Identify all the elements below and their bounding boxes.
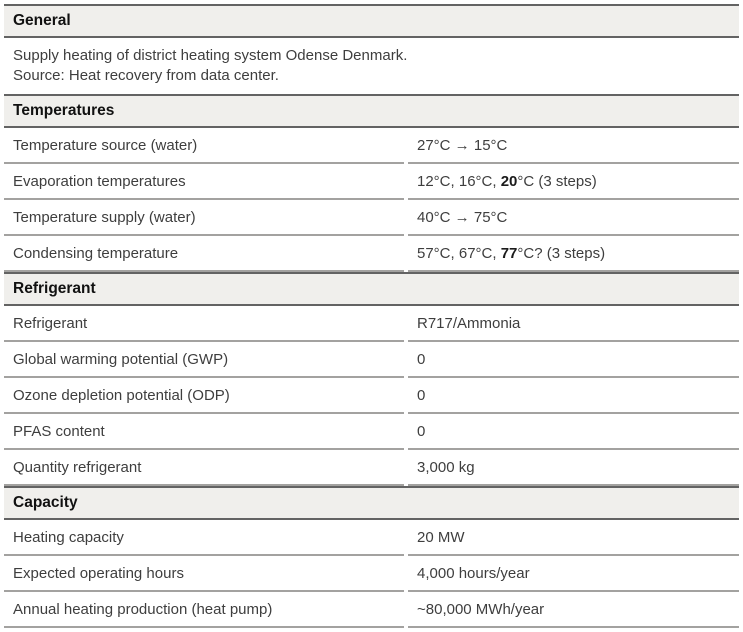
row-label: PFAS content (4, 414, 404, 450)
row-value: 57°C, 67°C, 77°C? (3 steps) (408, 236, 739, 272)
row-value: 0 (408, 342, 739, 378)
row-value: 0 (408, 414, 739, 450)
section-header-temperatures: Temperatures (4, 94, 739, 128)
row-value: R717/Ammonia (408, 306, 739, 342)
row-value: 20 MW (408, 520, 739, 556)
row-label: Heating capacity (4, 520, 404, 556)
row-label: Refrigerant (4, 306, 404, 342)
row-value: 12°C, 16°C, 20°C (3 steps) (408, 164, 739, 200)
table-row: Temperature source (water) 27°C → 15°C (4, 128, 739, 164)
table-row: Expected operating hours 4,000 hours/yea… (4, 556, 739, 592)
row-value: 0 (408, 378, 739, 414)
row-label: Global warming potential (GWP) (4, 342, 404, 378)
general-description-row: Supply heating of district heating syste… (4, 38, 739, 94)
section-title: Temperatures (4, 94, 739, 128)
section-title: General (4, 4, 739, 38)
value-text: 12°C, 16°C, (417, 173, 501, 190)
value-bold-text: 20 (500, 173, 518, 190)
table-row: Refrigerant R717/Ammonia (4, 306, 739, 342)
row-label: Quantity refrigerant (4, 450, 404, 486)
section-header-general: General (4, 4, 739, 38)
row-value: 40°C → 75°C (408, 200, 739, 236)
section-title: Capacity (4, 486, 739, 520)
row-label: Annual heating production (heat pump) (4, 592, 404, 628)
row-label: Expected operating hours (4, 556, 404, 592)
row-value: ~80,000 MWh/year (408, 592, 739, 628)
value-text: 57°C, 67°C, (417, 245, 501, 262)
section-title: Refrigerant (4, 272, 739, 306)
table-row: Condensing temperature 57°C, 67°C, 77°C?… (4, 236, 739, 272)
table-row: Ozone depletion potential (ODP) 0 (4, 378, 739, 414)
row-label: Temperature source (water) (4, 128, 404, 164)
section-header-capacity: Capacity (4, 486, 739, 520)
value-text: °C (3 steps) (517, 173, 597, 190)
table-row: Global warming potential (GWP) 0 (4, 342, 739, 378)
row-value: 4,000 hours/year (408, 556, 739, 592)
row-label: Evaporation temperatures (4, 164, 404, 200)
description-line-1: Supply heating of district heating syste… (13, 47, 408, 64)
table-row: Quantity refrigerant 3,000 kg (4, 450, 739, 486)
row-value: 27°C → 15°C (408, 128, 739, 164)
row-value: 3,000 kg (408, 450, 739, 486)
table-row: PFAS content 0 (4, 414, 739, 450)
row-label: Temperature supply (water) (4, 200, 404, 236)
general-description: Supply heating of district heating syste… (4, 38, 739, 94)
row-label: Condensing temperature (4, 236, 404, 272)
table-row: Annual heating production (heat pump) ~8… (4, 592, 739, 628)
table-row: Heating capacity 20 MW (4, 520, 739, 556)
value-text: °C? (3 steps) (517, 245, 606, 262)
value-bold-text: 77 (500, 245, 518, 262)
row-label: Ozone depletion potential (ODP) (4, 378, 404, 414)
table-row: Evaporation temperatures 12°C, 16°C, 20°… (4, 164, 739, 200)
table-row: Temperature supply (water) 40°C → 75°C (4, 200, 739, 236)
section-header-refrigerant: Refrigerant (4, 272, 739, 306)
description-line-2: Source: Heat recovery from data center. (13, 67, 279, 84)
specification-table: General Supply heating of district heati… (0, 4, 743, 628)
